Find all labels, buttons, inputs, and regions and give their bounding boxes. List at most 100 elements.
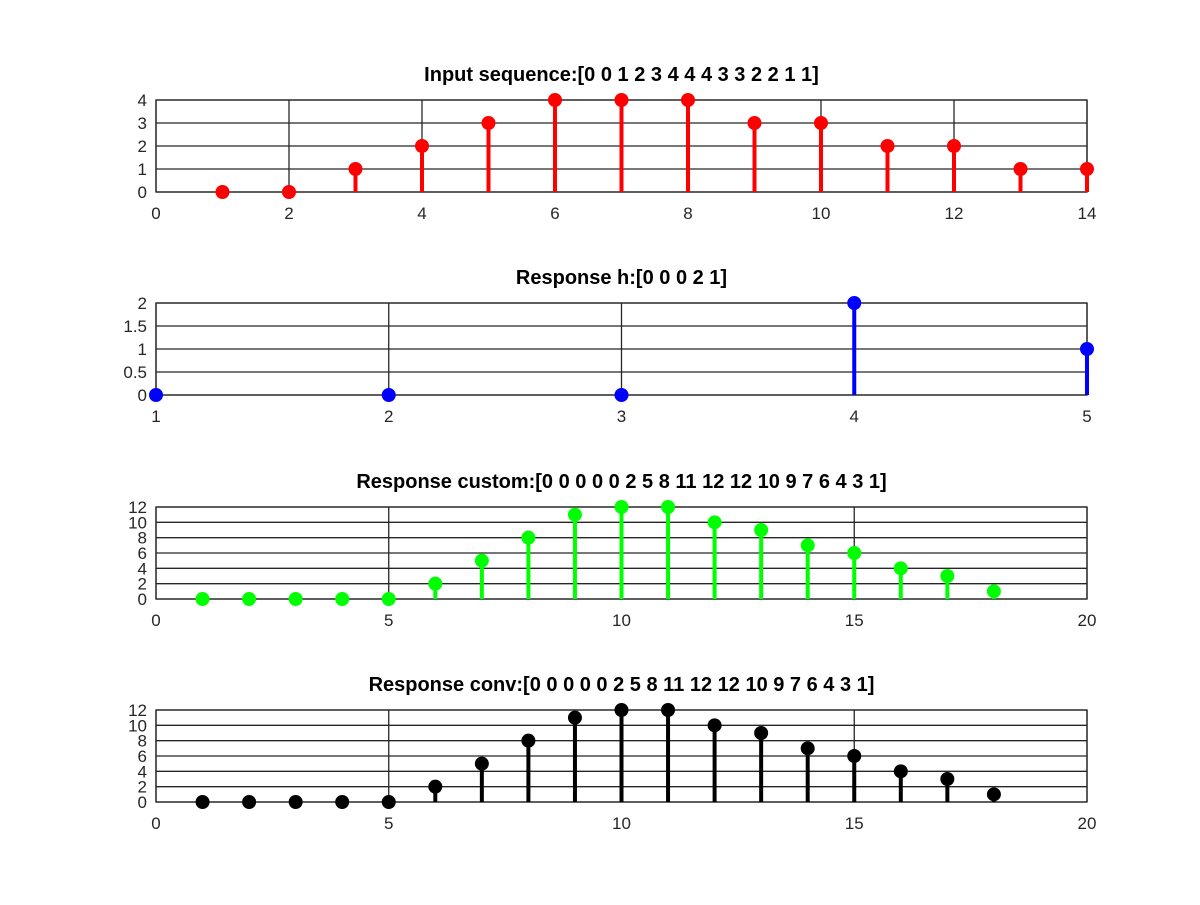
panel-4-marker-15 bbox=[847, 749, 862, 763]
panel-4-marker-11 bbox=[661, 703, 676, 717]
panel-2-marker-4 bbox=[847, 296, 862, 310]
panel-4-title: Response conv:[0 0 0 0 0 2 5 8 11 12 12 … bbox=[369, 674, 875, 696]
panel-3-xtick-label-2: 10 bbox=[612, 611, 631, 630]
panel-3-xtick-label-3: 15 bbox=[845, 611, 864, 630]
panel-4-marker-9 bbox=[567, 710, 582, 725]
panel-3-marker-9 bbox=[567, 507, 582, 522]
panel-1-marker-8 bbox=[681, 93, 695, 107]
panel-3-xtick-label-1: 5 bbox=[384, 611, 393, 630]
panel-4-marker-8 bbox=[521, 733, 536, 748]
panel-1-xtick-label-6: 12 bbox=[945, 204, 964, 223]
panel-4-marker-16 bbox=[893, 764, 908, 779]
panel-2-ytick-label-2: 1 bbox=[138, 340, 147, 359]
panel-1-xtick-label-0: 0 bbox=[151, 204, 160, 223]
panel-4-xtick-label-3: 15 bbox=[845, 814, 864, 833]
panel-4-ytick-label-0: 0 bbox=[138, 793, 147, 812]
panel-2-xtick-label-2: 3 bbox=[617, 407, 626, 426]
panel-3-marker-11 bbox=[661, 500, 676, 514]
panel-1-marker-10 bbox=[814, 116, 828, 130]
panel-3-ytick-label-3: 6 bbox=[138, 544, 147, 563]
panel-3-marker-2 bbox=[242, 592, 257, 606]
panel-3-xtick-label-0: 0 bbox=[151, 611, 160, 630]
panel-4-marker-3 bbox=[288, 795, 303, 809]
panel-2-marker-2 bbox=[381, 388, 396, 402]
panel-1-xtick-label-1: 2 bbox=[284, 204, 293, 223]
panel-3-marker-5 bbox=[381, 592, 396, 606]
panel-1-xtick-label-4: 8 bbox=[683, 204, 692, 223]
panel-4-ytick-label-1: 2 bbox=[138, 778, 147, 797]
panel-1-ytick-label-2: 2 bbox=[138, 137, 147, 156]
panel-4-marker-2 bbox=[242, 795, 257, 809]
panel-3-marker-1 bbox=[195, 592, 210, 606]
panel-1-marker-3 bbox=[348, 162, 363, 176]
panel-1-title: Input sequence:[0 0 1 2 3 4 4 4 3 3 2 2 … bbox=[424, 64, 819, 86]
panel-3-marker-12 bbox=[707, 515, 722, 530]
panel-1-ytick-label-0: 0 bbox=[138, 183, 147, 202]
panel-2-xtick-label-4: 5 bbox=[1082, 407, 1091, 426]
panel-3-ytick-label-5: 10 bbox=[128, 513, 147, 532]
panel-4-marker-6 bbox=[428, 779, 443, 794]
panel-4-ytick-label-3: 6 bbox=[138, 747, 147, 766]
panel-1-marker-2 bbox=[282, 185, 296, 199]
panel-4-marker-7 bbox=[474, 756, 489, 771]
panel-3-marker-6 bbox=[428, 576, 443, 591]
panel-4-marker-13 bbox=[754, 726, 769, 740]
panel-4-marker-17 bbox=[940, 772, 955, 786]
panel-1-ytick-label-1: 1 bbox=[138, 160, 147, 179]
panel-1-marker-1 bbox=[215, 185, 230, 199]
panel-4-marker-14 bbox=[800, 741, 815, 756]
panel-3-marker-16 bbox=[893, 561, 908, 576]
panel-3-marker-18 bbox=[986, 584, 1001, 599]
panel-3-marker-7 bbox=[474, 553, 489, 568]
panel-1-xtick-label-3: 6 bbox=[550, 204, 559, 223]
panel-2-xtick-label-0: 1 bbox=[151, 407, 160, 426]
panel-1-ytick-label-4: 4 bbox=[138, 91, 147, 110]
panel-4-marker-18 bbox=[986, 787, 1001, 802]
panel-2-ytick-label-3: 1.5 bbox=[123, 317, 147, 336]
panel-3-ytick-label-6: 12 bbox=[128, 498, 147, 517]
panel-4-ytick-label-5: 10 bbox=[128, 716, 147, 735]
panel-4-xtick-label-0: 0 bbox=[151, 814, 160, 833]
panel-2-marker-3 bbox=[614, 388, 629, 402]
panel-1-xtick-label-5: 10 bbox=[812, 204, 831, 223]
panel-3-ytick-label-4: 8 bbox=[138, 529, 147, 548]
panel-3-xtick-label-4: 20 bbox=[1078, 611, 1097, 630]
panel-2: 0 0.5 1 1.5 2 1 2 3 4 5 Response h:[0 0 0 2 1] bbox=[123, 267, 1094, 426]
panel-3-marker-3 bbox=[288, 592, 303, 606]
panel-4-ytick-label-6: 12 bbox=[128, 701, 147, 720]
panel-1-xtick-label-7: 14 bbox=[1078, 204, 1097, 223]
panel-1-marker-12 bbox=[947, 139, 961, 153]
panel-4-xtick-label-2: 10 bbox=[612, 814, 631, 833]
panel-1-xtick-label-2: 4 bbox=[417, 204, 426, 223]
panel-3-marker-4 bbox=[335, 592, 350, 606]
panel-1-marker-14 bbox=[1080, 162, 1094, 176]
panel-4-marker-10 bbox=[614, 703, 629, 717]
panel-3-ytick-label-0: 0 bbox=[138, 590, 147, 609]
panel-3-marker-17 bbox=[940, 569, 955, 583]
panel-1-marker-6 bbox=[548, 93, 562, 107]
panel-3-title: Response custom:[0 0 0 0 0 2 5 8 11 12 1… bbox=[356, 471, 886, 493]
panel-1-marker-5 bbox=[481, 116, 496, 130]
panel-4-marker-4 bbox=[335, 795, 350, 809]
panel-2-ytick-label-0: 0 bbox=[138, 386, 147, 405]
panel-2-xtick-label-3: 4 bbox=[850, 407, 859, 426]
panel-1-marker-13 bbox=[1013, 162, 1028, 176]
panel-4-marker-5 bbox=[381, 795, 396, 809]
panel-2-title: Response h:[0 0 0 2 1] bbox=[516, 267, 727, 289]
panel-4-xtick-label-4: 20 bbox=[1078, 814, 1097, 833]
panel-3-marker-13 bbox=[754, 523, 769, 537]
panel-3-ytick-label-2: 4 bbox=[138, 559, 147, 578]
panel-2-marker-5 bbox=[1080, 342, 1094, 356]
panel-4-marker-12 bbox=[707, 718, 722, 733]
panel-2-ytick-label-1: 0.5 bbox=[123, 363, 147, 382]
panel-4-ytick-label-2: 4 bbox=[138, 762, 147, 781]
panel-4-ytick-label-4: 8 bbox=[138, 732, 147, 751]
panel-2-marker-1 bbox=[149, 388, 163, 402]
panel-3-ytick-label-1: 2 bbox=[138, 575, 147, 594]
panel-2-xtick-label-1: 2 bbox=[384, 407, 393, 426]
